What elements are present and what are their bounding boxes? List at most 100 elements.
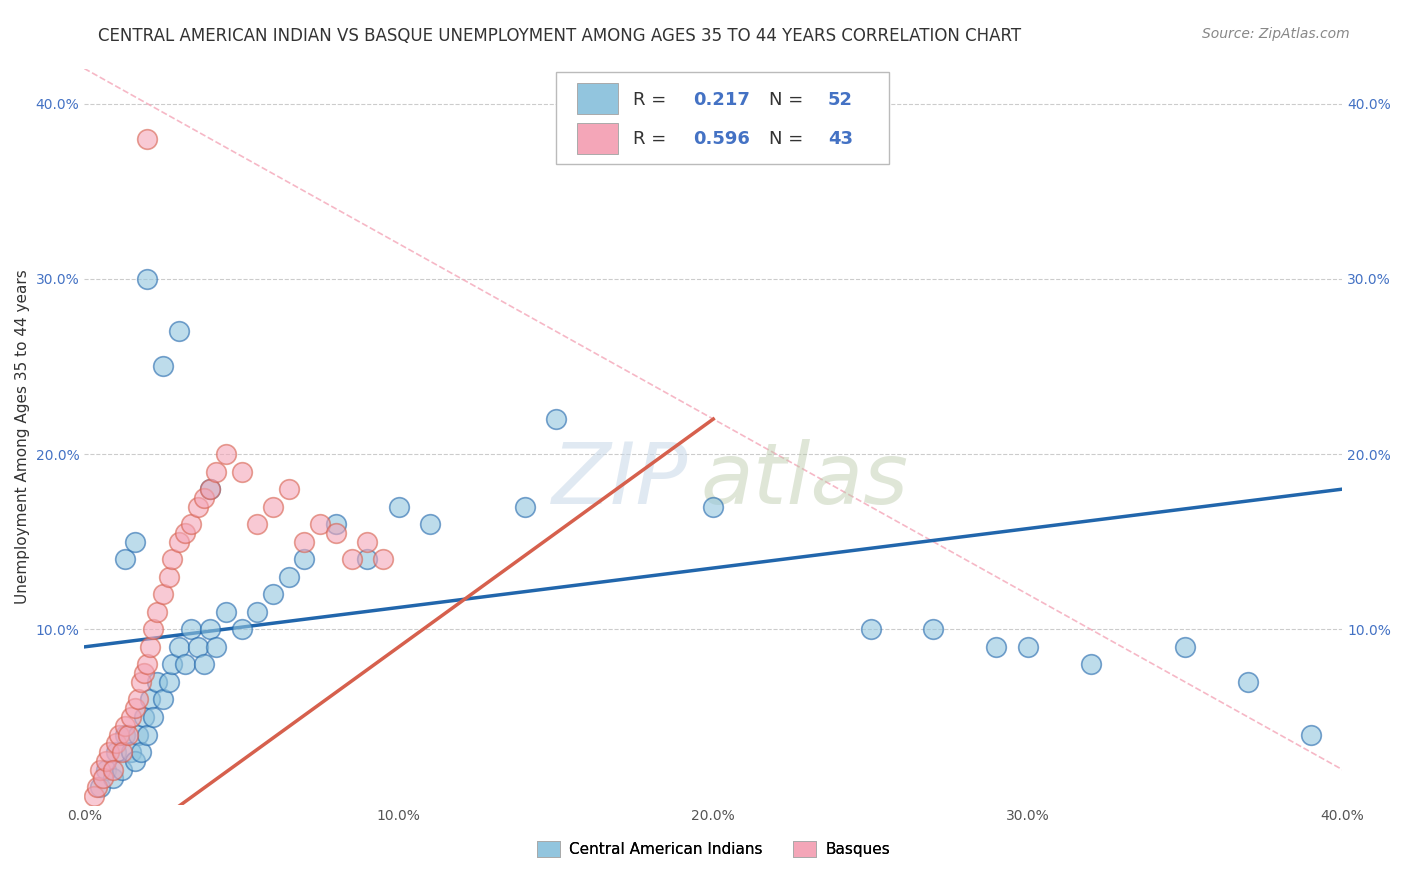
Point [356,534,378,549]
Point [104,736,127,750]
Point [101,772,124,786]
Point [371,552,394,566]
Point [215,605,238,619]
Point [101,763,124,777]
Point [157,675,180,690]
Point [98,745,121,759]
Point [127,727,149,741]
Point [132,666,155,681]
Point [513,500,536,514]
Point [1174,640,1197,654]
Point [136,657,159,672]
Point [205,640,228,654]
Point [340,552,363,566]
Text: 43: 43 [828,130,853,148]
Point [136,272,159,286]
Point [167,534,190,549]
Text: CENTRAL AMERICAN INDIAN VS BASQUE UNEMPLOYMENT AMONG AGES 35 TO 44 YEARS CORRELA: CENTRAL AMERICAN INDIAN VS BASQUE UNEMPL… [98,27,1022,45]
Y-axis label: Unemployment Among Ages 35 to 44 years: Unemployment Among Ages 35 to 44 years [15,269,30,604]
FancyBboxPatch shape [555,72,890,164]
Text: 52: 52 [828,91,853,109]
Point [294,534,316,549]
Point [262,587,284,601]
Point [246,605,269,619]
Text: atlas: atlas [700,439,908,522]
Point [129,745,152,759]
Point [356,552,378,566]
Point [114,727,136,741]
Point [152,692,174,706]
Point [96,754,118,768]
Point [198,482,221,496]
Point [544,412,567,426]
Text: ZIP: ZIP [553,439,688,522]
Point [262,500,284,514]
Point [108,727,131,741]
Point [91,772,114,786]
Text: 0.217: 0.217 [693,91,749,109]
Bar [578,123,617,153]
Point [180,623,202,637]
Point [167,640,190,654]
Point [89,763,111,777]
Point [186,500,208,514]
Point [859,623,882,637]
Point [96,763,118,777]
Point [114,552,136,566]
Point [83,789,105,803]
Point [89,780,111,794]
Point [86,780,108,794]
Point [114,719,136,733]
Point [142,623,165,637]
Point [180,517,202,532]
Point [124,754,146,768]
Text: N =: N = [769,91,808,109]
Point [325,517,347,532]
Point [139,640,162,654]
Legend: Central American Indians, Basques: Central American Indians, Basques [530,835,896,863]
Point [152,359,174,374]
Point [419,517,441,532]
Point [142,710,165,724]
Point [231,623,253,637]
Point [388,500,411,514]
Point [111,763,134,777]
Point [157,570,180,584]
Point [104,745,127,759]
Bar [578,83,617,114]
Point [127,692,149,706]
Point [193,491,215,505]
Point [294,552,316,566]
Point [193,657,215,672]
Point [136,727,159,741]
Point [277,570,299,584]
Point [111,745,134,759]
Point [325,525,347,540]
Point [129,675,152,690]
Point [1080,657,1102,672]
Point [174,525,197,540]
Text: 0.596: 0.596 [693,130,749,148]
Text: R =: R = [633,130,672,148]
Point [121,710,143,724]
Point [277,482,299,496]
Point [1299,727,1322,741]
Point [1237,675,1260,690]
Point [246,517,269,532]
Point [145,605,167,619]
Text: Source: ZipAtlas.com: Source: ZipAtlas.com [1202,27,1350,41]
Point [167,325,190,339]
Point [231,465,253,479]
Point [117,727,139,741]
Point [186,640,208,654]
Point [152,587,174,601]
Point [1017,640,1039,654]
Point [162,657,184,672]
Point [132,710,155,724]
Point [124,701,146,715]
Point [124,534,146,549]
Point [139,692,162,706]
Point [121,745,143,759]
Point [162,552,184,566]
Point [136,131,159,145]
